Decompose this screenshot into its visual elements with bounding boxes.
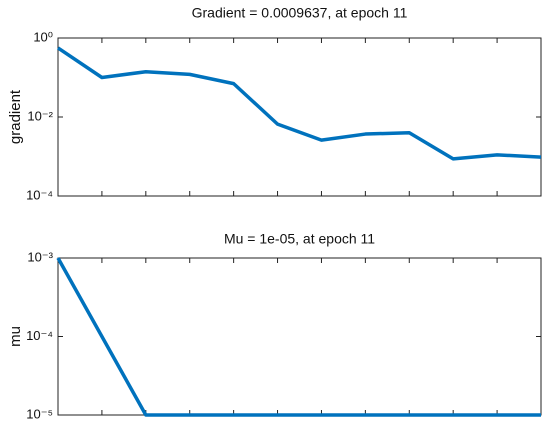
y-tick-label: 10⁰: [33, 29, 53, 44]
y-tick-label: 10⁻⁵: [26, 406, 53, 421]
y-axis-label: gradient: [7, 89, 24, 144]
y-tick-label: 10⁻⁴: [26, 187, 53, 202]
data-line: [56, 257, 541, 417]
chart-title: Mu = 1e-05, at epoch 11: [224, 231, 375, 247]
y-tick-label: 10⁻⁴: [26, 328, 53, 343]
plot-area: [57, 257, 542, 416]
chart-title: Gradient = 0.0009637, at epoch 11: [192, 5, 408, 21]
data-line: [57, 46, 542, 161]
y-tick-label: 10⁻²: [27, 108, 53, 123]
plot-area: [57, 37, 542, 197]
y-tick-label: 10⁻³: [27, 249, 53, 264]
y-axis-label: mu: [7, 326, 24, 347]
